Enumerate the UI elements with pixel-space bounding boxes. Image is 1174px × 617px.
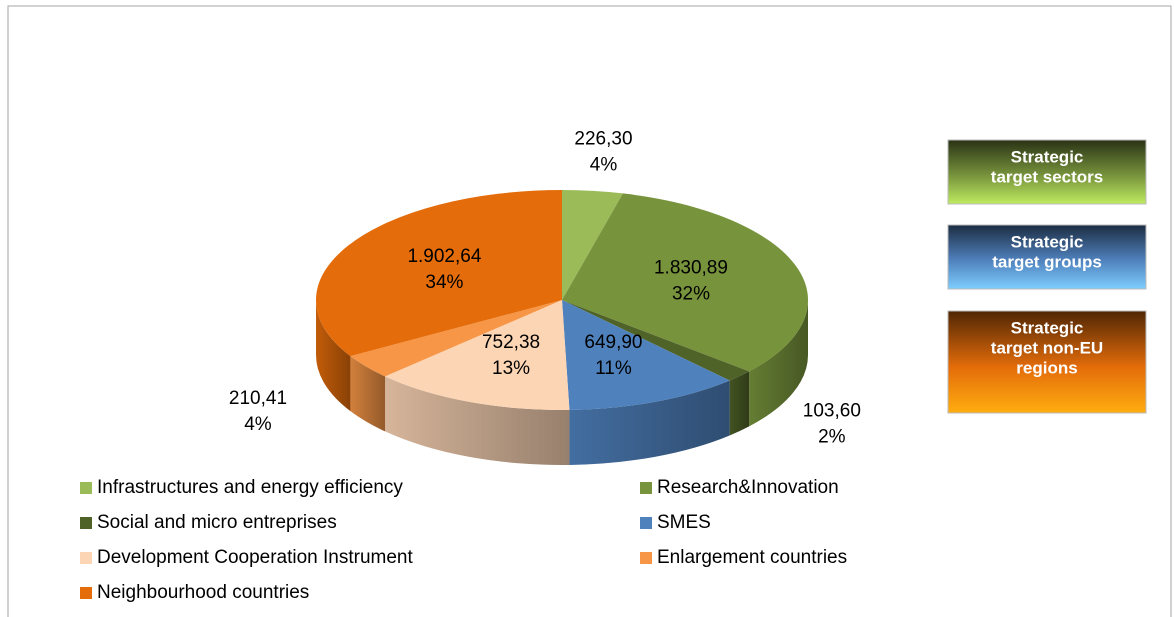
legend-swatch (640, 482, 652, 494)
legend-label: Research&Innovation (657, 477, 839, 498)
slice (562, 300, 730, 410)
slice (562, 193, 808, 372)
slice (562, 189, 623, 300)
box-bg (947, 139, 1147, 205)
frame (7, 5, 1172, 617)
percent-label: 13% (492, 358, 530, 379)
legend-label: SMES (657, 512, 711, 533)
box-text: Strategic (1011, 318, 1084, 337)
percent-label: 34% (425, 272, 463, 293)
box-text: Strategic (1011, 147, 1084, 166)
percent-label: 2% (818, 427, 846, 448)
value-label: 103,60 (803, 401, 861, 422)
slice (315, 190, 562, 357)
legend-swatch (80, 587, 92, 599)
percent-label: 4% (590, 155, 618, 176)
slice-side (385, 376, 570, 465)
box-text: Strategic (1011, 232, 1084, 251)
legend-label: Neighbourhood countries (97, 582, 309, 603)
value-label: 649,90 (584, 332, 642, 353)
legend-label: Enlargement countries (657, 547, 847, 568)
box-bg (947, 224, 1147, 290)
slice (385, 300, 570, 410)
box-text: regions (1016, 358, 1077, 377)
legend-swatch (80, 552, 92, 564)
legend-swatch (640, 552, 652, 564)
legend-swatch (80, 517, 92, 529)
value-label: 1.902,64 (407, 246, 481, 267)
percent-label: 11% (595, 358, 632, 379)
slice (350, 300, 562, 377)
box-text: target sectors (991, 167, 1103, 186)
value-label: 226,30 (574, 129, 632, 150)
legend-swatch (640, 517, 652, 529)
slice-side (350, 356, 386, 432)
slice-side (729, 371, 750, 436)
value-label: 1.830,89 (654, 258, 728, 279)
legend-label: Infrastructures and energy efficiency (97, 477, 403, 498)
value-label: 752,38 (482, 332, 540, 353)
slice-side (749, 300, 808, 427)
legend-label: Social and micro entreprises (97, 512, 337, 533)
box-text: target non-EU (991, 338, 1103, 357)
slice-side (569, 380, 730, 465)
slice (562, 300, 750, 381)
value-label: 210,41 (229, 388, 287, 409)
box-bg (947, 310, 1147, 414)
percent-label: 4% (244, 414, 272, 435)
slice-side (316, 300, 351, 412)
box-text: target groups (992, 252, 1102, 271)
legend-label: Development Cooperation Instrument (97, 547, 414, 568)
legend-swatch (80, 482, 92, 494)
percent-label: 32% (672, 284, 710, 305)
